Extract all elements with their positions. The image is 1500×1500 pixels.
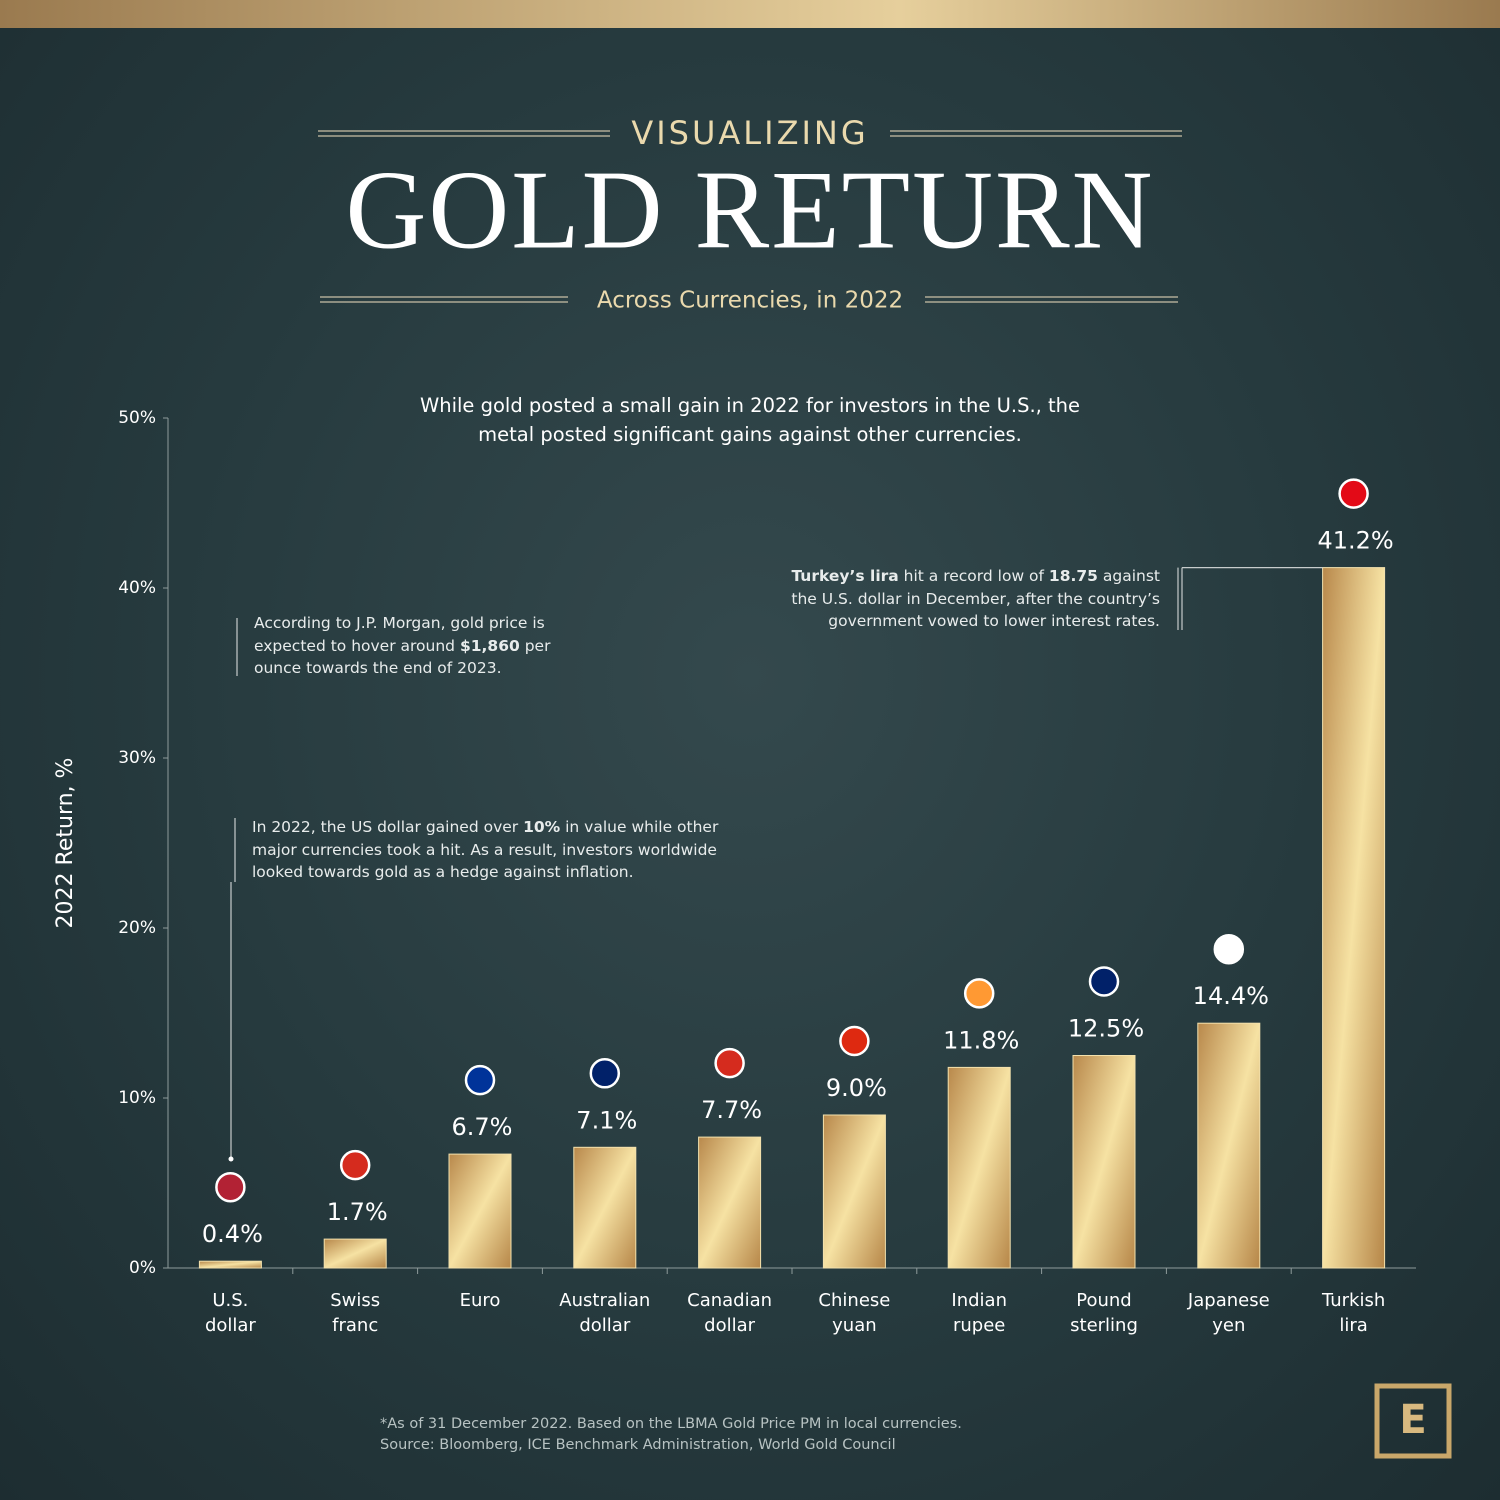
annotation-run: against the U.S. dollar in December, aft… <box>791 567 1160 630</box>
value-label: 14.4% <box>1193 982 1269 1010</box>
value-label: 0.4% <box>202 1220 263 1248</box>
value-label: 1.7% <box>327 1198 388 1226</box>
annotation-run: According to J.P. Morgan, gold price is … <box>254 614 545 655</box>
value-label: 7.7% <box>701 1096 762 1124</box>
flag <box>963 978 995 1009</box>
bar <box>1072 1055 1136 1269</box>
subtitle: Across Currencies, in 2022 <box>597 288 903 314</box>
flag <box>1088 966 1120 997</box>
x-tick-label: Indian rupee <box>951 1290 1007 1336</box>
bar <box>1322 567 1386 1269</box>
annotation: According to J.P. Morgan, gold price is … <box>254 612 574 680</box>
value-label: 6.7% <box>452 1113 513 1141</box>
annotation-run: hit a record low of <box>898 567 1049 585</box>
y-tick-label: 40% <box>118 578 156 598</box>
value-label: 7.1% <box>576 1106 637 1134</box>
y-tick-label: 10% <box>118 1088 156 1108</box>
value-label: 41.2% <box>1317 527 1393 555</box>
bar <box>198 1260 262 1269</box>
bar <box>448 1153 512 1269</box>
flag <box>714 1047 745 1079</box>
flag <box>339 1149 371 1181</box>
flag <box>464 1064 496 1096</box>
x-tick-label: Pound sterling <box>1070 1290 1138 1336</box>
annotation-run: 10% <box>523 818 561 836</box>
x-tick-label: Canadian dollar <box>687 1290 773 1336</box>
annotation-run: in value while other major currencies to… <box>252 818 719 881</box>
annotation-run: $1,860 <box>459 636 520 655</box>
source: Source: Bloomberg, ICE Benchmark Adminis… <box>380 1437 896 1453</box>
annotation: Turkey’s lira hit a record low of 18.75 … <box>775 565 1160 633</box>
bar <box>1197 1022 1261 1269</box>
footnote-text: *As of 31 December 2022. Based on the LB… <box>380 1416 962 1432</box>
x-tick-label: U.S. dollar <box>204 1290 256 1336</box>
value-label: 9.0% <box>826 1074 887 1102</box>
chart-title: GOLD RETURN <box>345 149 1154 273</box>
value-label: 11.8% <box>943 1026 1019 1054</box>
logo-box <box>1374 1383 1452 1459</box>
flag <box>839 1025 870 1057</box>
annotation: In 2022, the US dollar gained over 10% i… <box>252 816 752 884</box>
x-tick-label: Australian dollar <box>559 1290 651 1336</box>
bar <box>822 1114 886 1269</box>
x-tick-label: Euro <box>459 1290 501 1311</box>
x-tick-label: Chinese yuan <box>818 1290 891 1336</box>
annotation-run: 18.75 <box>1048 567 1098 585</box>
flag <box>1213 933 1245 965</box>
annotation-run: In 2022, the US dollar gained over <box>252 818 524 836</box>
y-tick-label: 20% <box>118 918 156 938</box>
y-tick-label: 0% <box>129 1258 156 1278</box>
bar <box>698 1136 762 1269</box>
kicker: VISUALIZING <box>631 114 868 152</box>
flag <box>589 1058 621 1089</box>
annotation-run: per ounce towards the end of 2023. <box>254 636 551 678</box>
y-tick-label: 50% <box>118 408 156 428</box>
intro: While gold posted a small gain in 2022 f… <box>419 394 1081 446</box>
y-tick-label: 30% <box>118 748 156 768</box>
x-tick-label: Swiss franc <box>330 1290 381 1336</box>
annotation-dot <box>228 1156 234 1162</box>
top-stripe <box>0 0 1500 28</box>
y-axis-title: 2022 Return, % <box>53 758 78 929</box>
value-label: 12.5% <box>1068 1015 1144 1043</box>
logo: E <box>1399 1397 1426 1443</box>
flag <box>215 1171 246 1203</box>
annotation-run: Turkey’s lira <box>791 567 899 585</box>
footnote: *As of 31 December 2022. Based on the LB… <box>380 1414 1280 1456</box>
title-rules <box>318 130 1182 303</box>
bar <box>947 1066 1011 1269</box>
bar <box>573 1146 637 1269</box>
flag <box>1338 478 1369 509</box>
x-tick-label: Turkish lira <box>1321 1290 1386 1336</box>
bar <box>323 1238 387 1269</box>
x-tick-label: Japanese yen <box>1187 1290 1270 1336</box>
